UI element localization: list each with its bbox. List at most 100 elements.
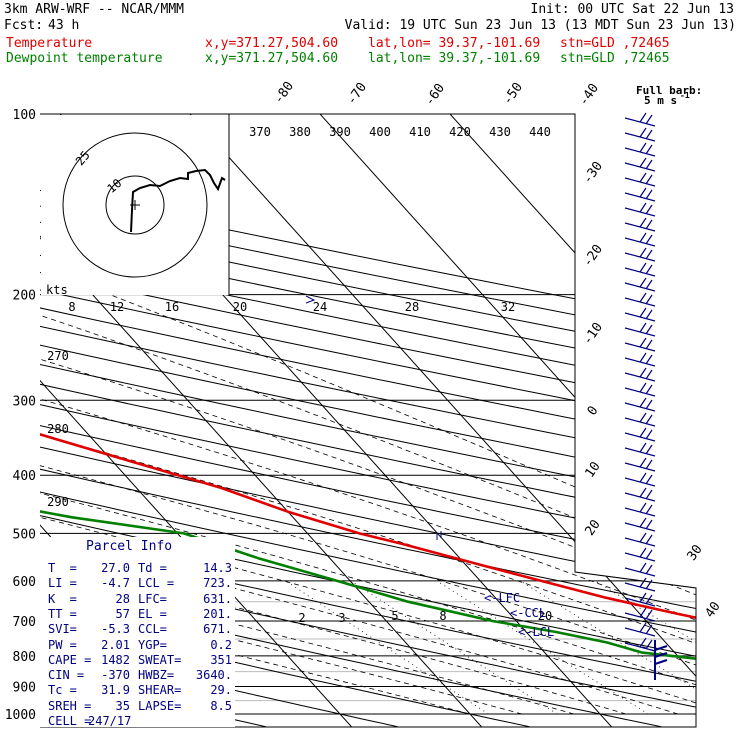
- theta-e-label: 410: [409, 125, 431, 139]
- parcel-cell-3-0: TT =: [48, 606, 77, 621]
- wind-barb: [624, 592, 656, 607]
- parcel-cell-6-1: 1482: [101, 652, 130, 667]
- wind-barb: [624, 322, 656, 337]
- init-time: Init: 00 UTC Sat 22 Jun 13: [530, 2, 735, 17]
- pressure-tick-label: 500: [13, 527, 36, 542]
- temperature-legend-label: Temperature: [6, 36, 93, 51]
- theta-e-label: 420: [449, 125, 471, 139]
- pressure-tick-label: 300: [13, 394, 36, 409]
- pressure-tick-label: 600: [13, 575, 36, 590]
- wind-barb: [624, 532, 656, 547]
- temperature-latlon: lat,lon= 39.37,-101.69: [368, 36, 541, 51]
- parcel-cell-8-2: SHEAR=: [138, 683, 182, 698]
- lfc-marker: <-LFC: [484, 591, 520, 605]
- parcel-cell-2-3: 631.: [203, 591, 232, 606]
- fcst-label: Fcst:: [4, 18, 44, 33]
- isotherm-label: 40: [702, 599, 723, 620]
- isotherm-label: 20: [582, 517, 603, 538]
- wind-barb: [624, 562, 656, 577]
- fcst-value: 43 h: [48, 18, 80, 33]
- isotherm-label: -40: [576, 81, 602, 109]
- wind-barb: [624, 367, 656, 382]
- moist-adiabat: [40, 294, 696, 715]
- diagram-border: [40, 113, 697, 728]
- parcel-cell-3-2: EL =: [138, 606, 167, 621]
- pressure-tick-label: 400: [13, 469, 36, 484]
- wind-barb: [624, 472, 656, 487]
- pressure-tick-label: 900: [13, 681, 36, 696]
- mixing-ratio-label: 16: [165, 300, 179, 314]
- wind-barb: [624, 292, 656, 307]
- theta-e-label: 400: [369, 125, 391, 139]
- wind-barb: [624, 637, 656, 652]
- theta-e-label: 390: [329, 125, 351, 139]
- wind-barb: [624, 427, 656, 442]
- isotherm-label: -80: [271, 79, 297, 107]
- parcel-cell-1-0: LI =: [48, 576, 77, 591]
- wind-barb: [624, 172, 656, 187]
- model-title: 3km ARW-WRF -- NCAR/MMM: [4, 2, 185, 17]
- parcel-cell-8-0: Tc =: [48, 683, 77, 698]
- isotherm-label: -30: [580, 159, 606, 187]
- parcel-cell-0-1: 27.0: [101, 561, 130, 575]
- isotherm-label: -50: [500, 80, 526, 108]
- full-barb-value: 5 m s: [644, 94, 677, 107]
- mixing-ratio-label: 8: [68, 300, 75, 314]
- ccl-marker: <-CCL: [510, 606, 546, 620]
- theta-e-label: 370: [249, 125, 271, 139]
- isotherm-line: [698, 101, 740, 727]
- parcel-cell-1-1: -4.7: [101, 576, 130, 591]
- dry-adiabat: [40, 114, 696, 727]
- parcel-cell-9-1: 35: [115, 698, 130, 713]
- parcel-info-panel: Parcel Info T = 27.0 Td = 14.3 LI = -4.7 LCL =…: [40, 537, 235, 728]
- mixing-ratio-line: [350, 580, 558, 715]
- pressure-tick-label: 100: [13, 108, 36, 123]
- dry-adiabat: [40, 114, 696, 727]
- temperature-profile: [40, 114, 696, 684]
- parcel-cell-6-3: 351: [210, 652, 232, 667]
- dewpoint-latlon: lat,lon= 39.37,-101.69: [368, 51, 541, 66]
- wind-barb: [624, 442, 656, 457]
- hodograph-ring-outer: [62, 132, 208, 278]
- dry-adiabat: [40, 114, 662, 727]
- surface-wind-barb: [654, 640, 668, 680]
- theta-label: 290: [47, 495, 69, 509]
- isotherm-label: 30: [684, 542, 705, 563]
- dry-adiabat: [40, 114, 696, 727]
- mixing-ratio-bottom-label: 5: [391, 609, 398, 623]
- parcel-cell-4-2: CCL=: [138, 622, 167, 637]
- wind-barb: [624, 607, 656, 622]
- theta-label: 270: [47, 349, 69, 363]
- moist-adiabat: [40, 294, 696, 715]
- parcel-cell-0-3: 14.3: [203, 561, 232, 575]
- isotherm-label: -20: [580, 242, 606, 270]
- wind-marker: [305, 295, 442, 540]
- parcel-cell-2-2: LFC=: [138, 591, 167, 606]
- wind-barb: [624, 547, 656, 562]
- moist-adiabat: [40, 294, 696, 715]
- wind-barb: [624, 217, 656, 232]
- parcel-cell-2-0: K =: [48, 591, 77, 606]
- mixing-ratio-bottom-label: 2: [298, 611, 305, 625]
- wind-barb: [624, 307, 656, 322]
- parcel-cell-5-2: YGP=: [138, 637, 167, 652]
- mixing-ratio-line: [285, 580, 489, 715]
- dry-adiabat: [40, 114, 696, 727]
- wind-barb: [624, 457, 656, 472]
- wind-barb: [624, 352, 656, 367]
- parcel-cell-4-1: -5.3: [101, 622, 130, 637]
- mixing-ratio-label: 28: [405, 300, 419, 314]
- wind-barb: [624, 262, 656, 277]
- moist-adiabat: [40, 294, 523, 715]
- theta-label: 280: [47, 422, 69, 436]
- dry-adiabat: [40, 114, 530, 727]
- parcel-cell-4-3: 671.: [203, 622, 232, 637]
- wind-barb: [624, 577, 656, 592]
- isotherm-line: [177, 114, 696, 727]
- parcel-cell-7-0: CIN =: [48, 668, 85, 683]
- wind-barb: [624, 277, 656, 292]
- pressure-tick-label: 1000: [5, 708, 36, 723]
- hodograph-trace: [130, 168, 226, 233]
- theta-e-label: 440: [529, 125, 551, 139]
- moist-adiabat: [40, 294, 627, 715]
